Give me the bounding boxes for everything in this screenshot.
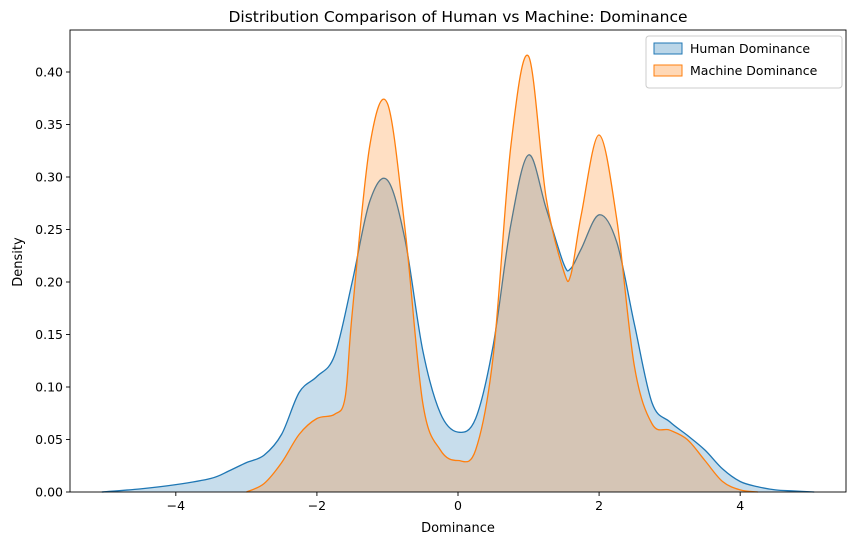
series-layer	[101, 54, 815, 493]
density-line-human	[101, 154, 815, 493]
y-tick-label: 0.10	[35, 380, 63, 395]
x-axis-label: Dominance	[421, 521, 495, 536]
axes-layer: −4 −2 0 2 4 0.00 0.05 0.10 0.15 0.20 0.25 0.30 0.35 0…	[35, 29, 847, 513]
y-axis-label: Density	[11, 237, 26, 287]
y-tick-label: 0.40	[35, 65, 63, 80]
y-tick-label: 0.15	[35, 327, 63, 342]
y-tick-label: 0.30	[35, 170, 63, 185]
y-tick-label: 0.25	[35, 222, 63, 237]
y-tick-label: 0.20	[35, 275, 63, 290]
area-fill-human	[101, 154, 815, 492]
legend-label-machine: Machine Dominance	[690, 63, 818, 78]
legend-frame	[645, 35, 843, 89]
chart-title: Distribution Comparison of Human vs Mach…	[228, 8, 687, 26]
x-tick-label: −4	[167, 498, 185, 513]
y-tick-label: 0.00	[35, 485, 63, 500]
legend-swatch-machine	[653, 64, 683, 77]
x-tick-label: 4	[736, 498, 744, 513]
density-line-machine	[246, 54, 758, 493]
y-tick-label: 0.05	[35, 432, 63, 447]
area-fill-machine	[246, 55, 758, 493]
legend: Human Dominance Machine Dominance	[645, 35, 843, 89]
legend-label-human: Human Dominance	[690, 41, 810, 56]
x-tick-label: −2	[308, 498, 326, 513]
x-tick-label: 2	[595, 498, 603, 513]
plot-frame	[69, 29, 847, 493]
legend-swatch-human	[653, 42, 683, 55]
x-tick-label: 0	[454, 498, 462, 513]
y-tick-label: 0.35	[35, 117, 63, 132]
